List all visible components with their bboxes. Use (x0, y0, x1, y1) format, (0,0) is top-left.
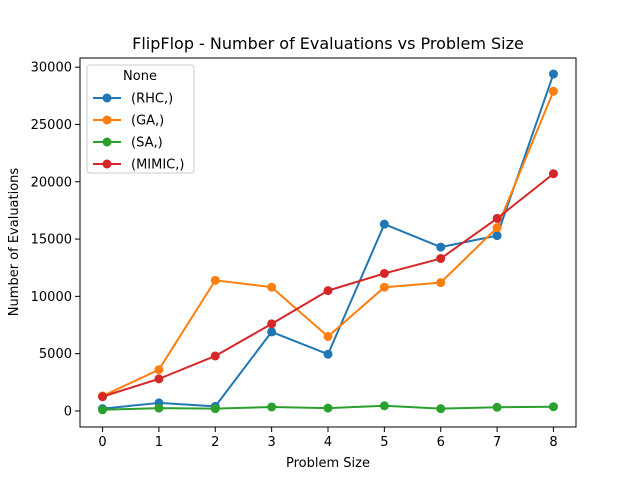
data-point (98, 392, 108, 402)
legend-marker (102, 93, 112, 103)
x-tick-label: 0 (98, 435, 106, 450)
y-tick-label: 10000 (31, 290, 72, 305)
x-axis: 0 1 2 3 4 5 6 7 8 (98, 427, 558, 450)
data-point (548, 69, 558, 79)
data-point (436, 242, 446, 252)
data-point (323, 403, 333, 413)
x-tick-label: 5 (380, 435, 388, 450)
data-point (323, 349, 333, 359)
x-tick-label: 3 (267, 435, 275, 450)
data-point (379, 268, 389, 278)
data-point (210, 351, 220, 361)
data-point (436, 278, 446, 288)
legend: None (RHC,) (GA,) (SA,) (MIMIC,) (86, 64, 195, 174)
data-point (323, 331, 333, 341)
data-point (210, 404, 220, 414)
y-tick-label: 15000 (31, 233, 72, 248)
data-point (154, 374, 164, 384)
x-tick-label: 7 (493, 435, 501, 450)
legend-marker (102, 159, 112, 169)
data-point (323, 286, 333, 296)
y-axis: 0 5000 10000 15000 20000 25000 30000 (31, 61, 80, 419)
data-point (267, 402, 277, 412)
data-point (267, 282, 277, 292)
data-point (379, 219, 389, 229)
legend-entry: (RHC,) (131, 92, 173, 107)
y-tick-label: 30000 (31, 61, 72, 76)
data-point (267, 327, 277, 337)
legend-marker (102, 137, 112, 147)
data-point (210, 275, 220, 285)
data-point (492, 213, 502, 223)
data-point (492, 231, 502, 241)
data-point (548, 169, 558, 179)
y-tick-label: 0 (64, 404, 72, 419)
data-point (436, 254, 446, 264)
data-point (379, 282, 389, 292)
data-point (154, 365, 164, 375)
x-tick-label: 8 (549, 435, 557, 450)
series-0 (98, 69, 558, 414)
legend-entry: (GA,) (131, 114, 164, 129)
series-2 (98, 401, 558, 415)
data-point (267, 319, 277, 329)
series-3 (98, 169, 558, 402)
data-point (436, 404, 446, 414)
y-axis-title: Number of Evaluations (7, 168, 22, 317)
data-point (98, 405, 108, 415)
legend-frame (86, 64, 195, 174)
data-point (379, 401, 389, 411)
chart-title: FlipFlop - Number of Evaluations vs Prob… (132, 34, 524, 53)
data-point (548, 86, 558, 96)
data-point (492, 402, 502, 412)
y-tick-label: 20000 (31, 175, 72, 190)
x-tick-label: 6 (437, 435, 445, 450)
legend-marker (102, 115, 112, 125)
data-point (154, 403, 164, 413)
legend-entry: (SA,) (131, 136, 163, 151)
legend-title: None (123, 69, 157, 84)
x-tick-label: 4 (324, 435, 332, 450)
x-tick-label: 1 (155, 435, 163, 450)
series-line (102, 172, 555, 398)
plot-area (98, 69, 558, 415)
y-tick-label: 25000 (31, 118, 72, 133)
y-tick-label: 5000 (39, 347, 72, 362)
data-point (492, 223, 502, 233)
data-point (548, 402, 558, 412)
x-tick-label: 2 (211, 435, 219, 450)
x-axis-title: Problem Size (286, 456, 370, 471)
legend-entry: (MIMIC,) (131, 158, 184, 173)
